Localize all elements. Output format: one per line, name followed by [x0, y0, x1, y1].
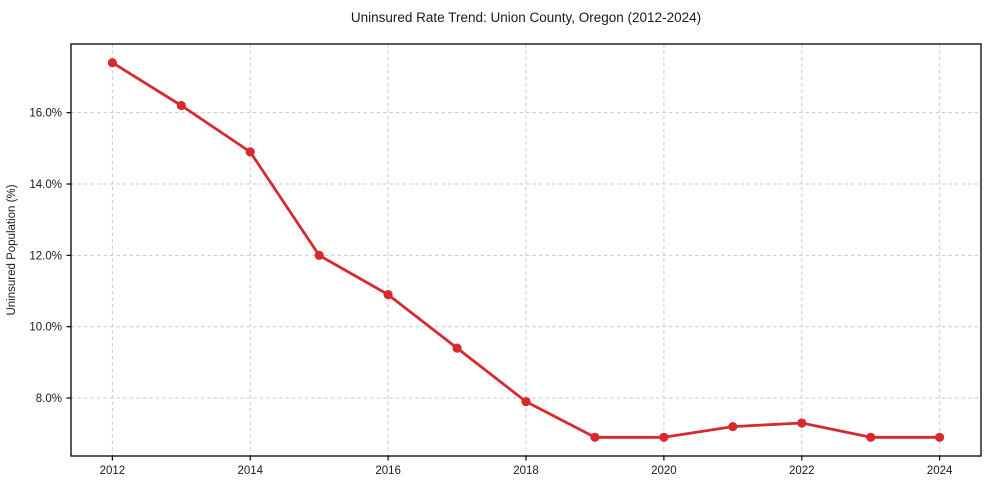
x-tick-label: 2020: [651, 465, 677, 477]
data-point: [797, 418, 807, 428]
data-point: [728, 422, 738, 432]
data-point: [107, 58, 117, 68]
y-tick-label: 8.0%: [36, 393, 62, 405]
plot-area: 2012 2014 2016 2018 2020 2022 2024 8.0% 10.0% 12.…: [29, 43, 982, 477]
y-tick-label: 16.0%: [29, 108, 62, 120]
data-point: [521, 397, 531, 407]
y-tick-label: 10.0%: [29, 322, 62, 334]
x-tick-label: 2016: [375, 465, 401, 477]
y-axis-label: Uninsured Population (%): [6, 184, 18, 315]
x-tick-label: 2018: [513, 465, 539, 477]
data-point: [176, 100, 186, 111]
chart-title: Uninsured Rate Trend: Union County, Oreg…: [351, 10, 701, 25]
x-tick-label: 2014: [237, 465, 263, 477]
data-point: [245, 147, 255, 157]
data-point: [590, 432, 600, 442]
data-point: [935, 432, 945, 442]
x-tick-label: 2024: [927, 465, 953, 477]
data-point: [314, 250, 324, 260]
data-point: [866, 432, 876, 442]
y-tick-label: 14.0%: [29, 179, 62, 191]
x-tick-label: 2012: [100, 465, 126, 477]
data-point: [452, 343, 462, 353]
x-tick-label: 2022: [789, 465, 815, 477]
y-tick-label: 12.0%: [29, 250, 62, 262]
data-point: [383, 290, 393, 300]
data-point: [659, 432, 669, 442]
